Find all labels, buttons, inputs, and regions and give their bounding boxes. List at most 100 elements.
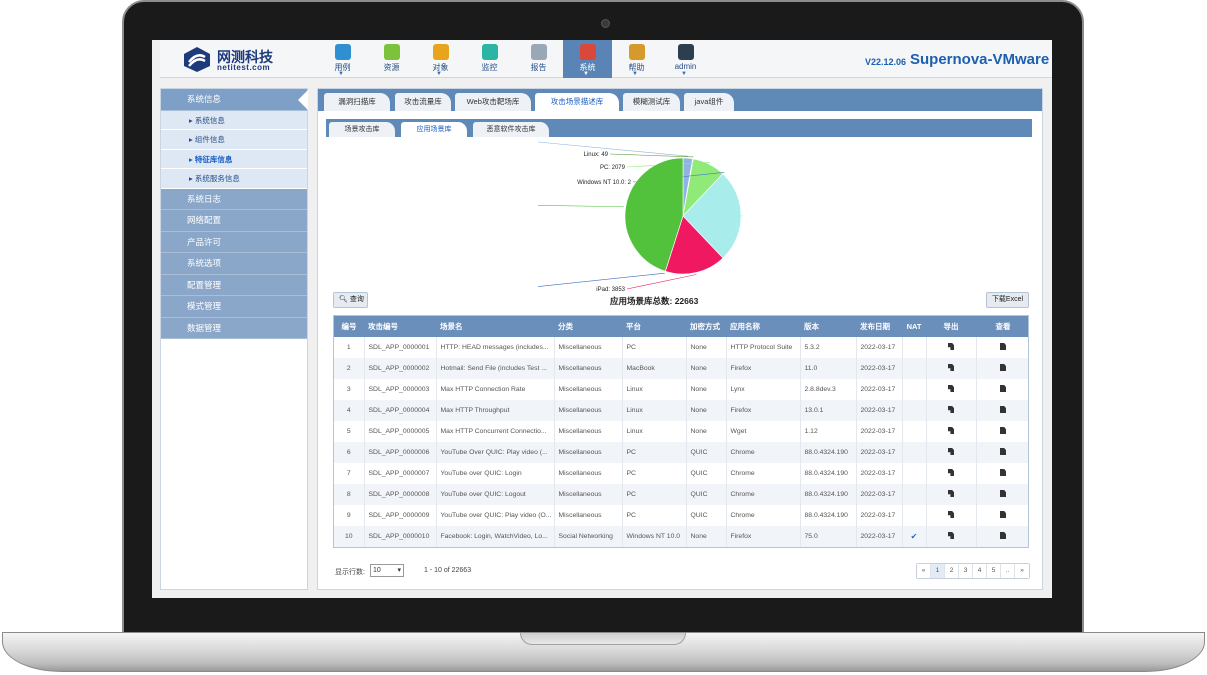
table-row[interactable]: 5 SDL_APP_0000005 Max HTTP Concurrent Conn… bbox=[334, 421, 1028, 442]
export-icon[interactable] bbox=[948, 490, 954, 497]
table-row[interactable]: 8 SDL_APP_0000008 YouTube over QUIC: Logou… bbox=[334, 484, 1028, 505]
tab-scene[interactable]: 恶意软件攻击库 bbox=[473, 122, 549, 137]
help-icon bbox=[629, 44, 645, 60]
sidebar-item[interactable]: 数据管理 bbox=[161, 317, 307, 339]
column-header[interactable]: 版本 bbox=[804, 322, 819, 331]
rows-per-page-select[interactable]: 10 bbox=[370, 564, 404, 577]
table-row[interactable]: 2 SDL_APP_0000002 Hotmail: Send File (incl… bbox=[334, 358, 1028, 379]
nav-item-4[interactable]: 报告 bbox=[514, 40, 563, 78]
view-document-icon[interactable] bbox=[1000, 490, 1006, 497]
sidebar-subitem[interactable]: ▸ 特征库信息 bbox=[161, 149, 307, 169]
page-button[interactable]: « bbox=[917, 564, 931, 578]
page-button[interactable]: 1 bbox=[931, 564, 945, 578]
sidebar-subitem[interactable]: ▸ 组件信息 bbox=[161, 130, 307, 150]
tab-scene[interactable]: 应用场景库 bbox=[401, 122, 467, 137]
pie-slice-iphone[interactable] bbox=[624, 157, 684, 272]
view-document-icon[interactable] bbox=[1000, 343, 1006, 350]
tab-library[interactable]: 漏洞扫描库 bbox=[324, 93, 390, 111]
table-header: 编号 攻击编号 场景名 分类 平台 加密方式 应用名称 版本 发布日期 NAT 导出 查看 bbox=[334, 316, 1028, 337]
column-header[interactable]: 应用名称 bbox=[730, 322, 760, 331]
nav-item-6[interactable]: 帮助 ▼ bbox=[612, 40, 661, 78]
table-cell: MacBook bbox=[622, 358, 687, 379]
table-row[interactable]: 6 SDL_APP_0000006 YouTube Over QUIC: Play … bbox=[334, 442, 1028, 463]
column-header[interactable]: 平台 bbox=[626, 322, 641, 331]
sidebar-head-system-info[interactable]: 系统信息 bbox=[161, 89, 308, 111]
column-header[interactable]: 查看 bbox=[995, 322, 1011, 331]
column-header[interactable]: 场景名 bbox=[440, 322, 463, 331]
tab-library[interactable]: 攻击流量库 bbox=[395, 93, 451, 111]
sidebar-subitem[interactable]: ▸ 系统服务信息 bbox=[161, 169, 307, 189]
tab-scene[interactable]: 场景攻击库 bbox=[329, 122, 395, 137]
table-row[interactable]: 1 SDL_APP_0000001 HTTP: HEAD messages (inc… bbox=[334, 337, 1028, 358]
tab-library[interactable]: Web攻击靶场库 bbox=[455, 93, 531, 111]
column-header[interactable]: NAT bbox=[906, 322, 922, 331]
nav-item-3[interactable]: 监控 bbox=[465, 40, 514, 78]
sidebar-item[interactable]: 系统选项 bbox=[161, 253, 307, 275]
nav-item-2[interactable]: 对象 ▼ bbox=[416, 40, 465, 78]
nav-item-5[interactable]: 系统 ▼ bbox=[563, 40, 612, 78]
query-button[interactable]: 🔍︎ 查询 bbox=[333, 292, 368, 308]
download-excel-button[interactable]: 下载Excel bbox=[986, 292, 1029, 308]
table-cell: None bbox=[686, 526, 727, 547]
view-document-icon[interactable] bbox=[1000, 532, 1006, 539]
view-document-icon[interactable] bbox=[1000, 469, 1006, 476]
scene-tabs: 场景攻击库 应用场景库 恶意软件攻击库 bbox=[326, 119, 1032, 137]
column-header[interactable]: 导出 bbox=[943, 322, 959, 331]
object-icon bbox=[433, 44, 449, 60]
chart-title: 应用场景库总数: 22663 bbox=[610, 296, 699, 306]
table-cell: Chrome bbox=[726, 463, 801, 484]
tab-library[interactable]: 攻击场景描述库 bbox=[535, 93, 619, 111]
nav-label: 帮助 bbox=[628, 63, 645, 72]
nav-item-0[interactable]: 用例 ▼ bbox=[318, 40, 367, 78]
view-document-icon[interactable] bbox=[1000, 406, 1006, 413]
sidebar-item[interactable]: 系统日志 bbox=[161, 188, 307, 210]
page-button[interactable]: 3 bbox=[959, 564, 973, 578]
column-header[interactable]: 分类 bbox=[558, 322, 573, 331]
export-icon[interactable] bbox=[948, 469, 954, 476]
export-icon[interactable] bbox=[948, 511, 954, 518]
table-row[interactable]: 7 SDL_APP_0000007 YouTube over QUIC: Login… bbox=[334, 463, 1028, 484]
column-header[interactable]: 加密方式 bbox=[690, 322, 720, 331]
sidebar-item[interactable]: 配置管理 bbox=[161, 274, 307, 296]
export-icon[interactable] bbox=[948, 532, 954, 539]
view-cell bbox=[976, 421, 1028, 442]
sidebar-subitem[interactable]: ▸ 系统信息 bbox=[161, 110, 307, 130]
table-row[interactable]: 10 SDL_APP_0000010 Facebook: Login, WatchV… bbox=[334, 526, 1028, 547]
page-button[interactable]: 5 bbox=[987, 564, 1001, 578]
table-row[interactable]: 3 SDL_APP_0000003 Max HTTP Connection Rate… bbox=[334, 379, 1028, 400]
page-button[interactable]: 4 bbox=[973, 564, 987, 578]
nav-admin[interactable]: admin ▼ bbox=[661, 40, 710, 78]
page-button[interactable]: » bbox=[1015, 564, 1029, 578]
page-button[interactable]: .. bbox=[1001, 564, 1015, 578]
export-icon[interactable] bbox=[948, 364, 954, 371]
export-icon[interactable] bbox=[948, 448, 954, 455]
export-icon[interactable] bbox=[948, 406, 954, 413]
tab-library[interactable]: java组件 bbox=[684, 93, 734, 111]
export-icon[interactable] bbox=[948, 385, 954, 392]
view-document-icon[interactable] bbox=[1000, 448, 1006, 455]
range-label: 1 - 10 of 22663 bbox=[424, 567, 472, 574]
nav-item-1[interactable]: 资源 bbox=[367, 40, 416, 78]
view-document-icon[interactable] bbox=[1000, 511, 1006, 518]
column-header[interactable]: 编号 bbox=[341, 322, 357, 331]
sidebar-item[interactable]: 模式管理 bbox=[161, 296, 307, 318]
table-row[interactable]: 9 SDL_APP_0000009 YouTube over QUIC: Play … bbox=[334, 505, 1028, 526]
pie-slice-ipad[interactable] bbox=[665, 215, 724, 275]
table-cell: 2 bbox=[334, 358, 365, 379]
sidebar-item[interactable]: 产品许可 bbox=[161, 231, 307, 253]
logo[interactable]: 网测科技 netitest.com bbox=[182, 46, 302, 74]
table-cell: Miscellaneous bbox=[554, 442, 623, 463]
export-icon[interactable] bbox=[948, 343, 954, 350]
table-row[interactable]: 4 SDL_APP_0000004 Max HTTP Throughput Misce… bbox=[334, 400, 1028, 421]
view-document-icon[interactable] bbox=[1000, 364, 1006, 371]
view-document-icon[interactable] bbox=[1000, 385, 1006, 392]
column-header[interactable]: 发布日期 bbox=[860, 322, 890, 331]
table-cell: 88.0.4324.190 bbox=[800, 442, 857, 463]
tab-library[interactable]: 模糊测试库 bbox=[623, 93, 680, 111]
sidebar-item[interactable]: 网络配置 bbox=[161, 210, 307, 232]
column-header[interactable]: 攻击编号 bbox=[368, 322, 398, 331]
chevron-down-icon: ▼ bbox=[632, 71, 638, 77]
view-document-icon[interactable] bbox=[1000, 427, 1006, 434]
export-icon[interactable] bbox=[948, 427, 954, 434]
page-button[interactable]: 2 bbox=[945, 564, 959, 578]
